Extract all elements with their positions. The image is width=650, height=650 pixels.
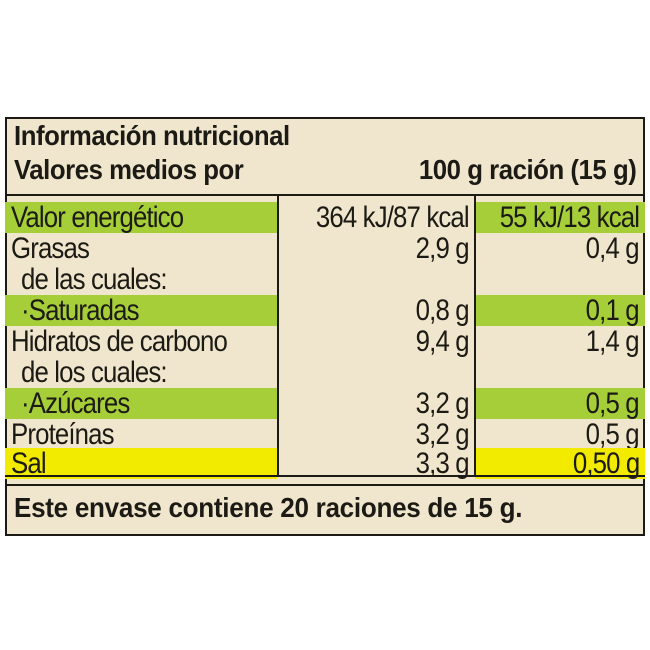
table-row-protein: Proteínas 3,2 g 0,5 g: [5, 419, 645, 450]
nutrition-table: Valor energético 364 kJ/87 kcal 55 kJ/13…: [5, 195, 645, 479]
column-divider-1: [277, 195, 279, 475]
value-per-100g: 0,8 g: [415, 294, 470, 327]
nutrient-name: Grasas: [11, 232, 90, 265]
value-per-portion: 1,4 g: [585, 325, 640, 358]
footer-top-rule: [5, 484, 645, 486]
value-per-100g: 3,3 g: [415, 447, 470, 480]
table-bottom-rule: [5, 475, 645, 477]
value-per-portion: 0,5 g: [585, 418, 640, 451]
value-per-portion: 0,1 g: [585, 294, 640, 327]
value-per-100g: 9,4 g: [415, 325, 470, 358]
value-per-portion: 0,4 g: [585, 232, 640, 265]
nutrient-name: de los cuales:: [21, 356, 168, 389]
servings-note: Este envase contiene 20 raciones de 15 g…: [14, 492, 523, 523]
table-top-rule: [5, 194, 645, 196]
table-row-energy: Valor energético 364 kJ/87 kcal 55 kJ/13…: [5, 202, 645, 233]
label-title: Información nutricional: [14, 120, 290, 151]
nutrient-name: Sal: [11, 447, 47, 480]
value-per-portion: 0,50 g: [572, 447, 639, 480]
values-per-heading: Valores medios por: [14, 154, 244, 185]
value-per-100g: 3,2 g: [415, 418, 470, 451]
value-per-100g: 3,2 g: [415, 387, 470, 420]
table-row-fat: Grasas 2,9 g 0,4 g: [5, 233, 645, 264]
column-divider-2: [474, 195, 476, 475]
columns-heading: 100 g ración (15 g): [418, 154, 637, 185]
table-row-saturated: ·Saturadas 0,8 g 0,1 g: [5, 295, 645, 326]
table-row-sugars: ·Azúcares 3,2 g 0,5 g: [5, 388, 645, 419]
nutrient-name: Proteínas: [11, 418, 115, 451]
nutrient-name: ·Azúcares: [21, 387, 130, 420]
nutrient-name: Valor energético: [11, 201, 184, 234]
table-row-of-which-carbs: de los cuales:: [5, 357, 645, 388]
nutrient-name: Hidratos de carbono: [11, 325, 228, 358]
value-per-100g: 2,9 g: [415, 232, 470, 265]
nutrient-name: de las cuales:: [21, 263, 168, 296]
value-per-100g: 364 kJ/87 kcal: [316, 201, 470, 234]
table-row-carbohydrates: Hidratos de carbono 9,4 g 1,4 g: [5, 326, 645, 357]
table-row-salt: Sal 3,3 g 0,50 g: [5, 448, 645, 479]
value-per-portion: 0,5 g: [585, 387, 640, 420]
nutrient-name: ·Saturadas: [21, 294, 139, 327]
value-per-portion: 55 kJ/13 kcal: [499, 201, 640, 234]
table-row-of-which-fat: de las cuales:: [5, 264, 645, 295]
